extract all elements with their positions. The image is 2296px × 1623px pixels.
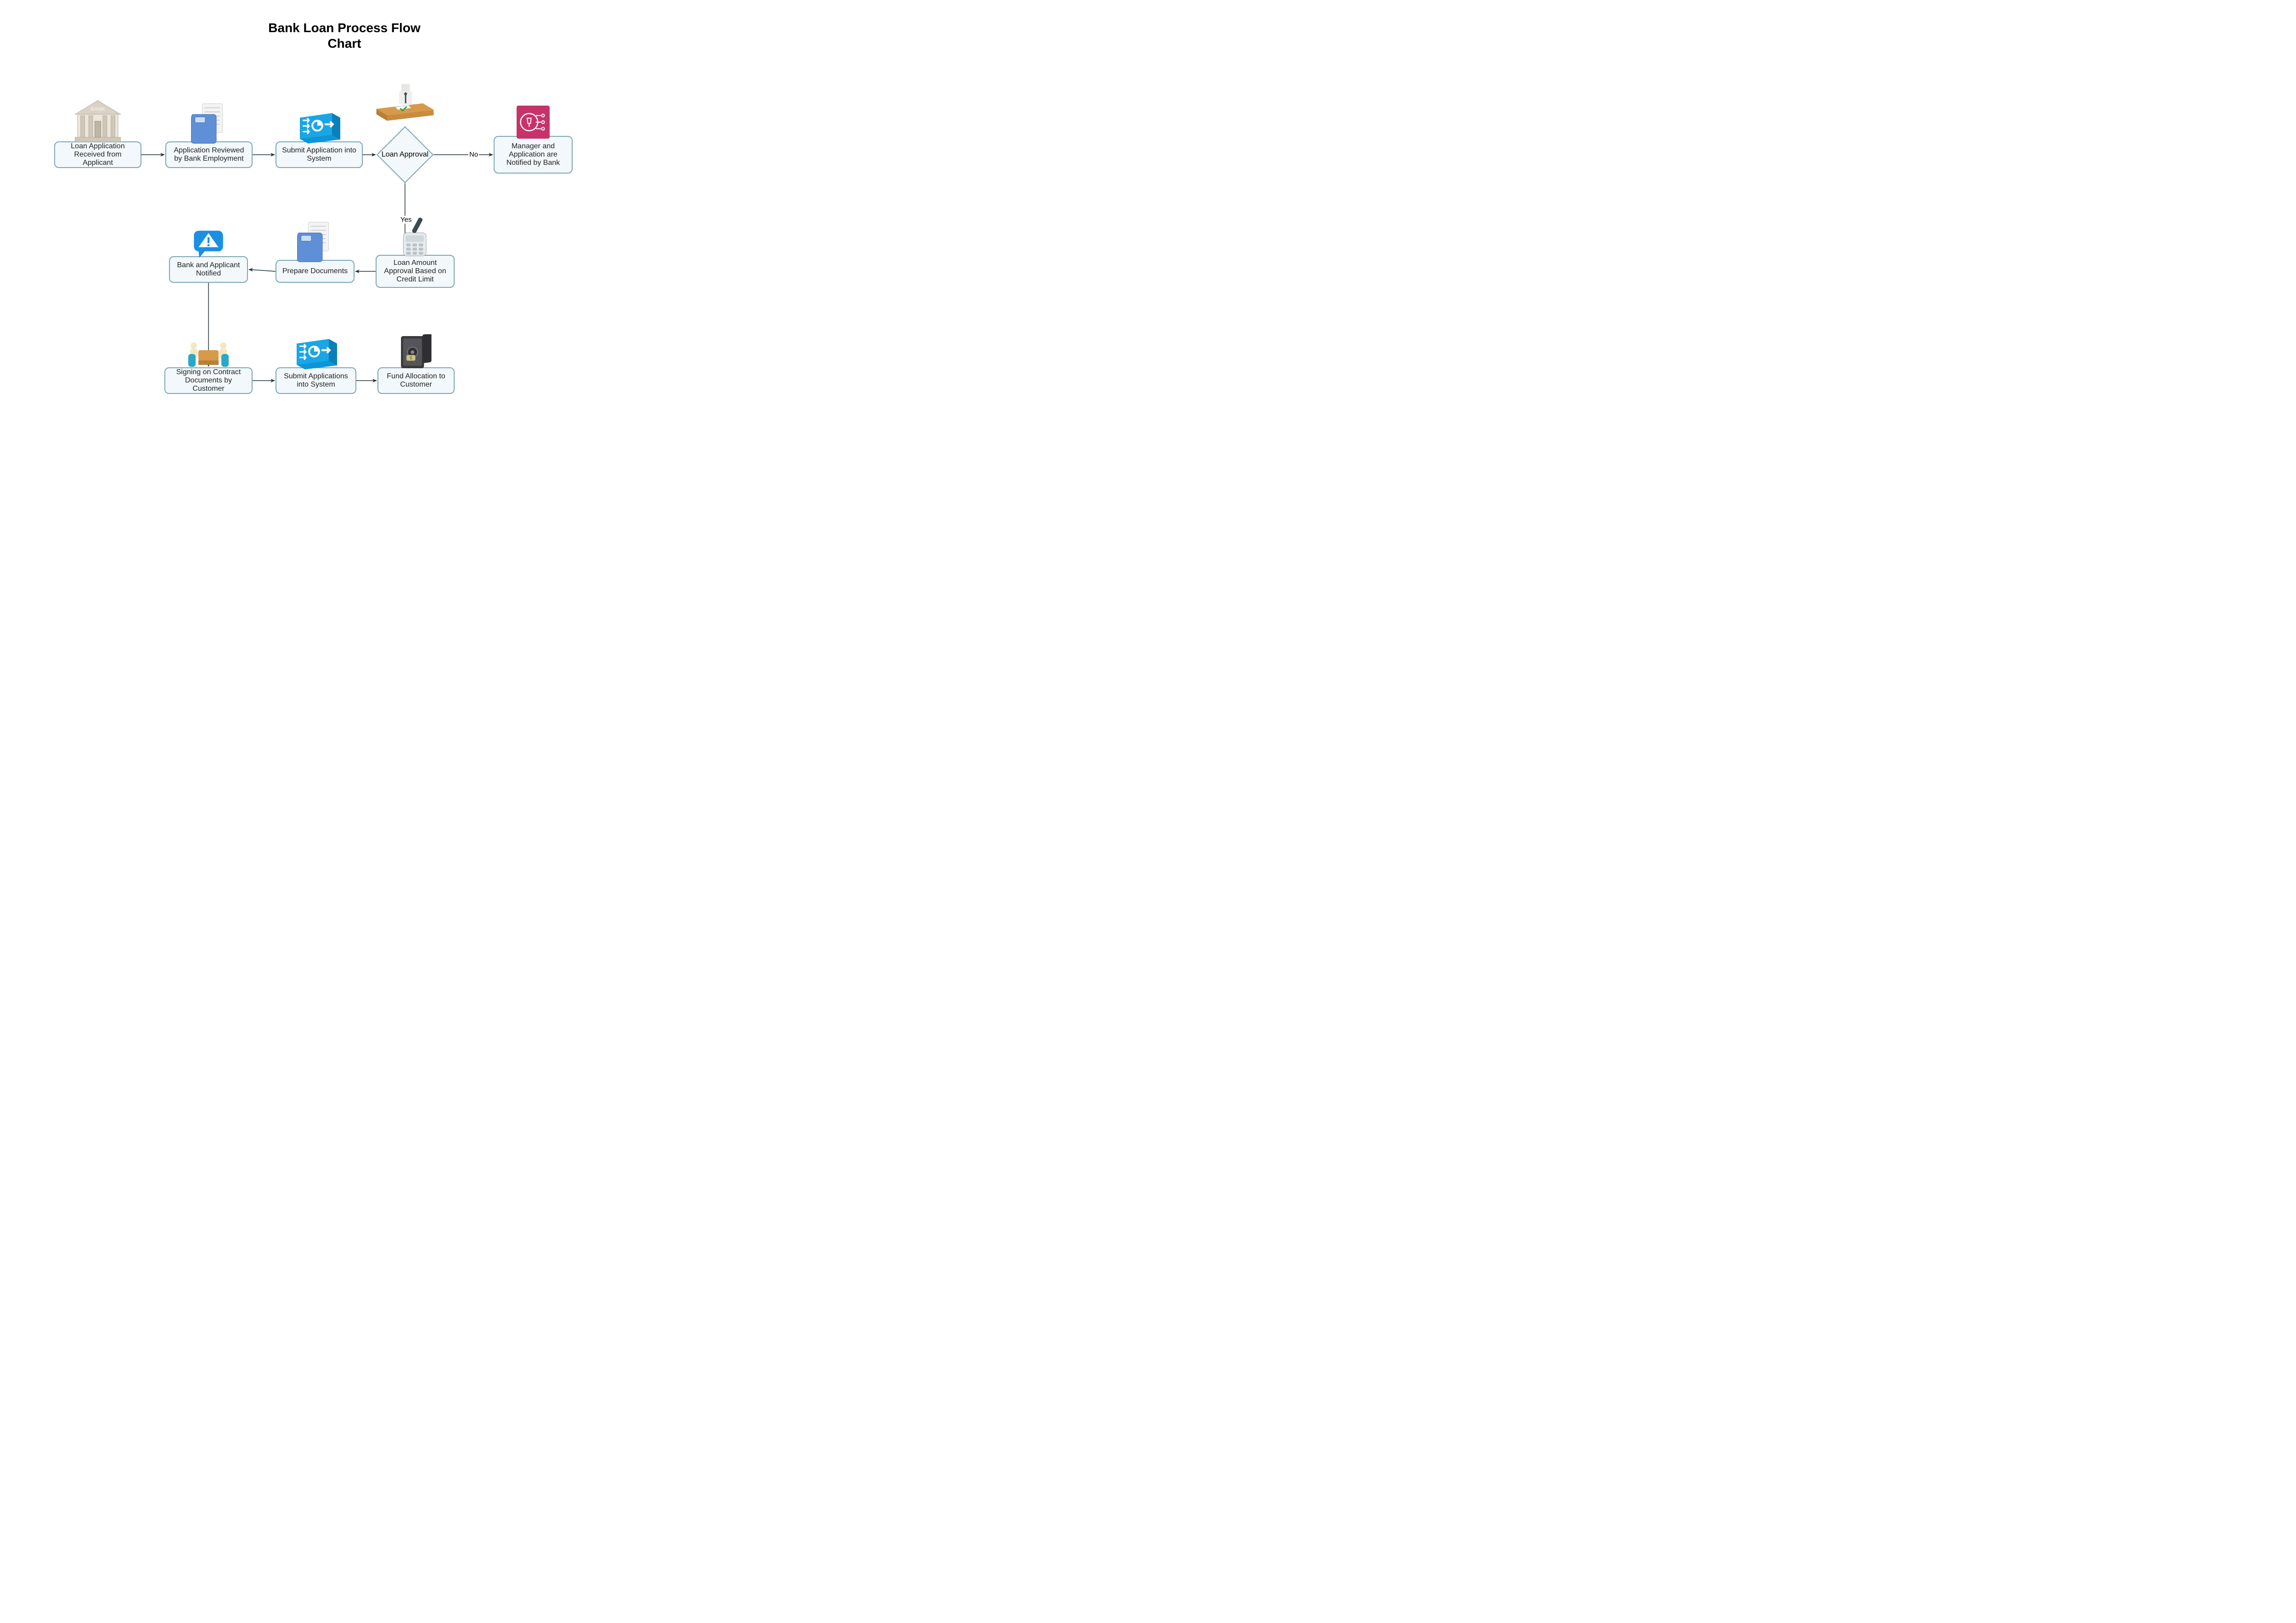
- svg-text:$: $: [410, 356, 412, 360]
- pinkapp-icon: [517, 106, 550, 139]
- node-n4: Loan Approval: [385, 135, 425, 175]
- safe-icon: $: [400, 334, 432, 370]
- node-label: Submit Application into System: [281, 146, 357, 163]
- node-label: Manager and Application are Notified by …: [499, 142, 567, 167]
- node-n8: Bank and Applicant Notified: [169, 256, 248, 283]
- node-n10: Submit Applications into System: [276, 367, 356, 394]
- edge-label: No: [468, 151, 479, 158]
- docs-icon: [297, 221, 333, 263]
- title-line1: Bank Loan Process Flow: [268, 21, 420, 35]
- title-line2: Chart: [327, 36, 361, 51]
- node-label: Bank and Applicant Notified: [174, 261, 242, 278]
- flowchart-canvas: Bank Loan Process Flow Chart Loan Applic…: [0, 0, 689, 487]
- connector-layer: [0, 0, 689, 487]
- edge-label: Yes: [400, 216, 412, 224]
- node-n2: Application Reviewed by Bank Employment: [165, 141, 253, 168]
- node-n1: Loan Application Received from Applicant: [54, 141, 141, 168]
- node-label: Loan Application Received from Applicant: [60, 142, 136, 167]
- node-n6: Loan Amount Approval Based on Credit Lim…: [376, 255, 455, 288]
- bank-icon: BANK: [73, 98, 123, 144]
- node-label: Fund Allocation to Customer: [383, 372, 449, 389]
- node-label: Application Reviewed by Bank Employment: [171, 146, 247, 163]
- desk-icon: [375, 83, 435, 129]
- node-label: Prepare Documents: [282, 267, 348, 275]
- chart-title: Bank Loan Process Flow Chart: [0, 20, 689, 51]
- svg-text:BANK: BANK: [90, 107, 105, 112]
- node-label: Loan Amount Approval Based on Credit Lim…: [381, 259, 449, 284]
- meeting-icon: [186, 338, 231, 370]
- node-label: Submit Applications into System: [281, 372, 351, 389]
- node-label: Signing on Contract Documents by Custome…: [170, 368, 247, 393]
- system-icon: [293, 337, 339, 370]
- node-label: Loan Approval: [380, 135, 430, 175]
- node-n11: Fund Allocation to Customer: [377, 367, 455, 394]
- system-icon: [296, 111, 342, 144]
- node-n9: Signing on Contract Documents by Custome…: [164, 367, 253, 394]
- alert-icon: [192, 230, 225, 259]
- node-n5: Manager and Application are Notified by …: [494, 136, 573, 174]
- node-n7: Prepare Documents: [276, 260, 355, 283]
- docs-icon: [191, 103, 227, 144]
- node-n3: Submit Application into System: [276, 141, 363, 168]
